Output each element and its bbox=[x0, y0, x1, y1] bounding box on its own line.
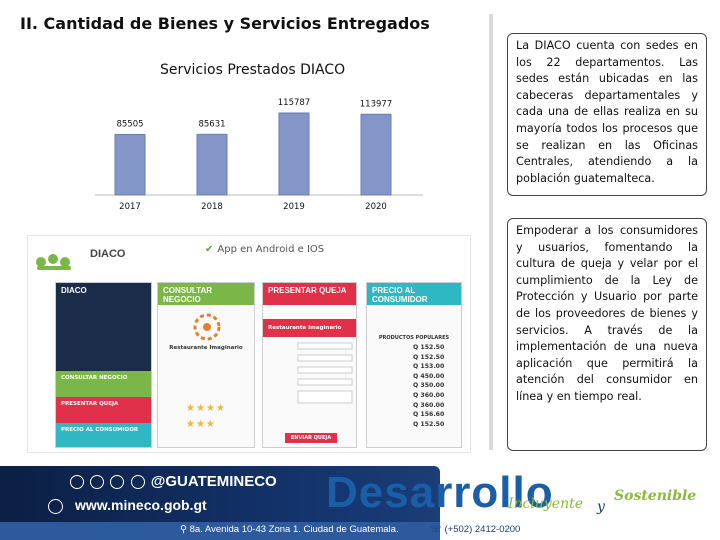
phone-screen-home: DIACO CONSULTAR NEGOCIO PRESENTAR QUEJA … bbox=[55, 282, 152, 448]
tick-label-2020: 2020 bbox=[365, 202, 387, 212]
globe-icon bbox=[48, 498, 63, 514]
phone-header: CONSULTAR NEGOCIO bbox=[158, 283, 254, 305]
price-item: Q 156.60 bbox=[413, 411, 445, 419]
phone-icon: ☏ bbox=[430, 524, 445, 535]
brand-incluyente: Incluyente bbox=[508, 496, 584, 512]
social-handle[interactable]: @GUATEMINECO bbox=[150, 473, 277, 490]
price-item: Q 360.00 bbox=[413, 401, 445, 409]
products-title: PRODUCTOS POPULARES bbox=[378, 335, 450, 341]
diaco-logo-icon bbox=[36, 254, 71, 270]
bar-2019 bbox=[278, 112, 310, 196]
phone-header: PRECIO AL CONSUMIDOR bbox=[367, 283, 461, 305]
data-label-2018: 85631 bbox=[198, 119, 225, 129]
website-row: www.mineco.gob.gt bbox=[48, 497, 207, 514]
phone-header: PRESENTAR QUEJA bbox=[263, 283, 356, 305]
website-link[interactable]: www.mineco.gob.gt bbox=[75, 497, 207, 513]
menu-item-consultar: CONSULTAR NEGOCIO bbox=[56, 371, 151, 397]
phone-screen-precio: PRECIO AL CONSUMIDOR PRODUCTOS POPULARES… bbox=[366, 282, 462, 448]
brand-desarrollo: Desarrollo bbox=[326, 468, 554, 517]
rating-stars-icon: ★★★★ bbox=[186, 403, 226, 414]
menu-item-precio: PRECIO AL CONSUMIDOR bbox=[56, 423, 151, 447]
bar-2017 bbox=[114, 133, 146, 196]
price-item: Q 450.00 bbox=[413, 372, 445, 380]
diaco-logo-text: DIACO bbox=[90, 248, 126, 260]
phone-header: DIACO bbox=[56, 283, 151, 305]
android-ios-note: ✔ App en Android e IOS bbox=[205, 244, 325, 255]
phone-row: ☏ (+502) 2412-0200 bbox=[430, 524, 520, 535]
address-text: 8a. Avenida 10-43 Zona 1. Ciudad de Guat… bbox=[189, 524, 399, 535]
rating-stars-icon: ★★★ bbox=[186, 419, 216, 430]
price-item: Q 152.50 bbox=[413, 420, 445, 428]
vertical-divider bbox=[489, 14, 493, 450]
form-fields bbox=[297, 342, 353, 404]
phone-number: (+502) 2412-0200 bbox=[444, 524, 521, 535]
bar-chart: 85505 2017 85631 2018 115787 2019 113977 2020 bbox=[95, 98, 423, 212]
youtube-icon bbox=[110, 475, 125, 490]
address-row: ⚲ 8a. Avenida 10-43 Zona 1. Ciudad de Gu… bbox=[180, 524, 399, 535]
flickr-icon bbox=[130, 475, 145, 490]
restaurant-icon bbox=[193, 313, 221, 341]
facebook-icon bbox=[70, 475, 84, 490]
business-name: Restaurante Imaginario bbox=[169, 345, 243, 351]
slide-title: II. Cantidad de Bienes y Servicios Entre… bbox=[20, 14, 430, 33]
data-label-2020: 113977 bbox=[360, 99, 392, 109]
footer-stripe bbox=[0, 522, 440, 540]
phone-screen-queja: PRESENTAR QUEJA Restaurante Imaginario E… bbox=[262, 282, 357, 448]
location-pin-icon: ⚲ bbox=[180, 524, 190, 535]
tick-label-2017: 2017 bbox=[119, 202, 141, 212]
bar-2018 bbox=[196, 133, 228, 196]
checkmark-icon: ✔ bbox=[205, 244, 214, 255]
price-item: Q 153.00 bbox=[413, 363, 445, 371]
menu-item-queja: PRESENTAR QUEJA bbox=[56, 397, 151, 423]
business-name: Restaurante Imaginario bbox=[263, 319, 356, 337]
social-row: @GUATEMINECO bbox=[70, 473, 277, 490]
price-item: Q 152.50 bbox=[413, 353, 445, 361]
sedes-textbox: La DIACO cuenta con sedes en los 22 depa… bbox=[507, 33, 707, 196]
brand-sostenible: Sostenible bbox=[614, 488, 697, 504]
tick-label-2019: 2019 bbox=[283, 202, 305, 212]
twitter-icon bbox=[90, 475, 105, 490]
data-label-2019: 115787 bbox=[278, 98, 310, 108]
chart-title: Servicios Prestados DIACO bbox=[160, 62, 346, 78]
price-list: Q 152.50 Q 152.50 Q 153.00 Q 450.00 Q 350.00… bbox=[367, 341, 461, 429]
price-item: Q 360.00 bbox=[413, 391, 445, 399]
data-label-2017: 85505 bbox=[116, 119, 143, 129]
tick-label-2018: 2018 bbox=[201, 202, 223, 212]
price-item: Q 152.50 bbox=[413, 344, 445, 351]
price-item: Q 350.00 bbox=[413, 382, 445, 390]
empoderar-textbox: Empoderar a los consumidores y usuarios,… bbox=[507, 218, 707, 451]
submit-complaint-button: ENVIAR QUEJA bbox=[285, 433, 337, 443]
bar-2020 bbox=[360, 113, 392, 196]
phone-screen-negocio: CONSULTAR NEGOCIO Restaurante Imaginario… bbox=[157, 282, 255, 448]
brand-y: y bbox=[597, 499, 605, 515]
